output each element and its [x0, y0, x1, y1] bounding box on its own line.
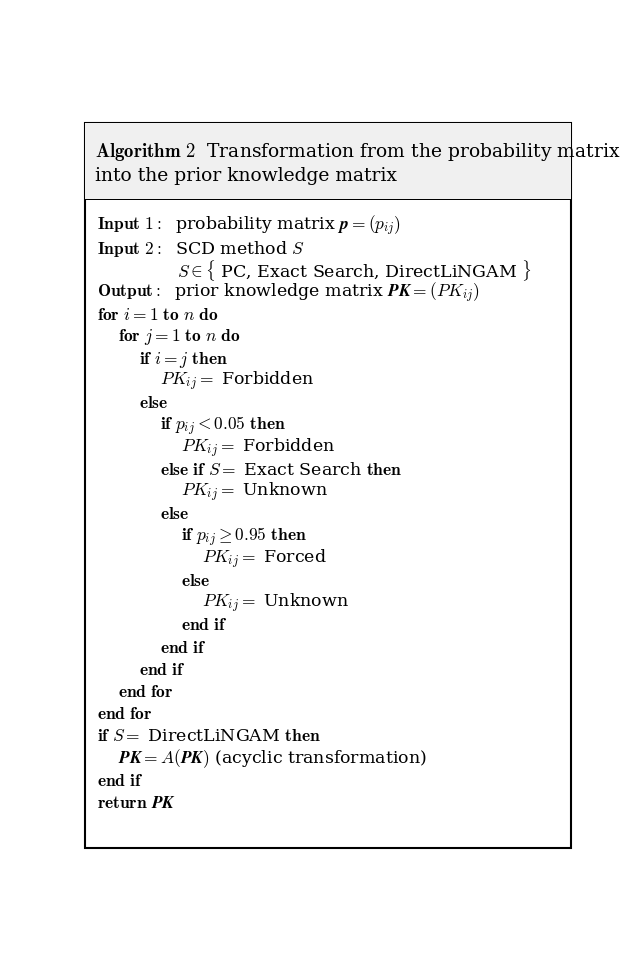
Text: $S \in \{$ PC, Exact Search, DirectLiNGAM $\}$: $S \in \{$ PC, Exact Search, DirectLiNGA… [177, 259, 531, 283]
Text: $\mathbf{end\ if}$: $\mathbf{end\ if}$ [97, 773, 143, 790]
Text: $\mathbf{for}\ j = 1\ \mathbf{to}\ n\ \mathbf{do}$: $\mathbf{for}\ j = 1\ \mathbf{to}\ n\ \m… [118, 328, 241, 347]
Text: into the prior knowledge matrix: into the prior knowledge matrix [95, 167, 397, 185]
Text: $PK_{ij} = $ Forbidden: $PK_{ij} = $ Forbidden [160, 370, 314, 393]
Text: $\mathbf{if}\ p_{ij} \geq 0.95\ \mathbf{then}$: $\mathbf{if}\ p_{ij} \geq 0.95\ \mathbf{… [180, 526, 307, 549]
Text: $\mathbf{end\ if}$: $\mathbf{end\ if}$ [139, 662, 185, 678]
Bar [85, 123, 571, 199]
Text: $PK_{ij} = $ Forced: $PK_{ij} = $ Forced [202, 548, 326, 571]
Text: $\mathbf{if}\ i = j\ \mathbf{then}$: $\mathbf{if}\ i = j\ \mathbf{then}$ [139, 350, 228, 370]
Text: $\mathbf{Output:}$  prior knowledge matrix $\boldsymbol{PK} = (PK_{ij})$: $\mathbf{Output:}$ prior knowledge matri… [97, 281, 480, 305]
Text: $\mathbf{end\ if}$: $\mathbf{end\ if}$ [160, 640, 206, 656]
Text: $\mathbf{end\ if}$: $\mathbf{end\ if}$ [180, 617, 227, 634]
Text: $\mathbf{Algorithm\ 2}$  Transformation from the probability matrix: $\mathbf{Algorithm\ 2}$ Transformation f… [95, 141, 621, 163]
Text: $\mathbf{if}\ S = $ DirectLiNGAM $\mathbf{then}$: $\mathbf{if}\ S = $ DirectLiNGAM $\mathb… [97, 728, 321, 746]
Text: $PK_{ij} = $ Unknown: $PK_{ij} = $ Unknown [202, 592, 348, 615]
Text: $\mathbf{Input\ 1:}$  probability matrix $\boldsymbol{p} = (p_{ij})$: $\mathbf{Input\ 1:}$ probability matrix … [97, 214, 401, 238]
Text: $PK_{ij} = $ Unknown: $PK_{ij} = $ Unknown [180, 481, 328, 505]
Text: $PK_{ij} = $ Forbidden: $PK_{ij} = $ Forbidden [180, 436, 335, 460]
Text: $\boldsymbol{PK} = A(\boldsymbol{PK})$ (acyclic transformation): $\boldsymbol{PK} = A(\boldsymbol{PK})$ (… [118, 748, 427, 771]
Text: $\mathbf{for}\ i = 1\ \mathbf{to}\ n\ \mathbf{do}$: $\mathbf{for}\ i = 1\ \mathbf{to}\ n\ \m… [97, 307, 219, 324]
Text: $\mathbf{Input\ 2:}$  SCD method $S$: $\mathbf{Input\ 2:}$ SCD method $S$ [97, 238, 305, 259]
Bar [85, 199, 571, 201]
Text: $\mathbf{end\ for}$: $\mathbf{end\ for}$ [97, 706, 153, 724]
Text: $\mathbf{else}$: $\mathbf{else}$ [160, 506, 189, 524]
Text: $\mathbf{else}$: $\mathbf{else}$ [180, 573, 210, 590]
Text: $\mathbf{return}\ \boldsymbol{PK}$: $\mathbf{return}\ \boldsymbol{PK}$ [97, 795, 176, 812]
Text: $\mathbf{end\ for}$: $\mathbf{end\ for}$ [118, 684, 173, 701]
Text: $\mathbf{else}$: $\mathbf{else}$ [139, 395, 168, 412]
Text: $\mathbf{if}\ p_{ij} < 0.05\ \mathbf{then}$: $\mathbf{if}\ p_{ij} < 0.05\ \mathbf{the… [160, 414, 286, 437]
Text: $\mathbf{else\ if}\ S = $ Exact Search $\mathbf{then}$: $\mathbf{else\ if}\ S = $ Exact Search $… [160, 462, 403, 479]
